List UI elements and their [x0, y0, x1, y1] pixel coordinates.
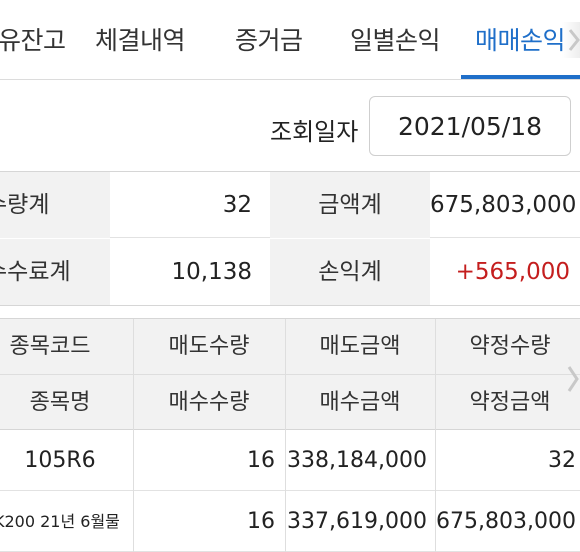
column-divider — [435, 430, 436, 491]
amount-total-value: 675,803,000 — [430, 192, 577, 218]
tab-trade-pnl[interactable]: 매매손익 — [475, 26, 566, 55]
cell-contract-qty: 32 — [548, 448, 576, 473]
tab-bar: 유잔고 체결내역 증거금 일별손익 매매손익 — [0, 0, 580, 80]
trade-pnl-table: 종목코드 매도수량 매도금액 약정수량 종목명 매수수량 매수금액 약정금액 1… — [0, 318, 580, 552]
header-item-code: 종목코드 — [9, 334, 91, 359]
date-picker-field[interactable]: 2021/05/18 — [369, 96, 571, 156]
qty-total-value: 32 — [222, 192, 252, 218]
date-query-row: 조회일자 2021/05/18 — [0, 80, 580, 172]
tab-daily-pnl[interactable]: 일별손익 — [350, 26, 441, 55]
column-divider — [435, 319, 436, 431]
table-scroll-right-icon[interactable] — [566, 359, 580, 399]
column-divider — [285, 430, 286, 491]
cell-sell-qty: 16 — [247, 448, 275, 473]
summary-panel: 수량계 32 금액계 675,803,000 수수료계 10,138 손익계 +… — [0, 172, 580, 306]
tab-executions[interactable]: 체결내역 — [95, 26, 186, 55]
cell-item-code: 105R6 — [24, 448, 96, 473]
column-divider — [133, 491, 134, 552]
tab-scroll-right-icon[interactable] — [562, 22, 580, 58]
header-row-divider — [0, 374, 580, 375]
column-divider — [133, 430, 134, 491]
header-contract-amount: 약정금액 — [469, 390, 551, 415]
table-row[interactable]: 105R6 16 338,184,000 32 — [0, 430, 580, 491]
amount-total-label: 금액계 — [270, 172, 430, 238]
tab-balance[interactable]: 유잔고 — [0, 26, 66, 55]
cell-sell-amount: 338,184,000 — [287, 448, 427, 473]
fee-total-value: 10,138 — [171, 259, 252, 285]
column-divider — [285, 319, 286, 431]
header-buy-amount: 매수금액 — [319, 390, 401, 415]
header-sell-qty: 매도수량 — [168, 334, 250, 359]
table-header: 종목코드 매도수량 매도금액 약정수량 종목명 매수수량 매수금액 약정금액 — [0, 318, 580, 431]
pnl-total-label: 손익계 — [270, 239, 430, 305]
cell-contract-amount: 675,803,000 — [436, 509, 576, 534]
header-sell-amount: 매도금액 — [319, 334, 401, 359]
fee-total-label: 수수료계 — [0, 239, 110, 305]
cell-buy-qty: 16 — [247, 509, 275, 534]
header-contract-qty: 약정수량 — [469, 334, 551, 359]
pnl-total-value: +565,000 — [455, 259, 570, 285]
header-item-name: 종목명 — [29, 390, 91, 415]
table-row[interactable]: K200 21년 6월물 16 337,619,000 675,803,000 — [0, 491, 580, 552]
tab-margin[interactable]: 증거금 — [235, 26, 303, 55]
column-divider — [285, 491, 286, 552]
cell-item-name: K200 21년 6월물 — [0, 512, 120, 531]
column-divider — [133, 319, 134, 431]
column-divider — [435, 491, 436, 552]
summary-row: 수량계 32 금액계 675,803,000 — [0, 172, 580, 238]
date-label: 조회일자 — [270, 118, 359, 146]
qty-total-label: 수량계 — [0, 172, 110, 238]
header-buy-qty: 매수수량 — [168, 390, 250, 415]
active-tab-indicator — [461, 75, 580, 79]
cell-buy-amount: 337,619,000 — [287, 509, 427, 534]
summary-row: 수수료계 10,138 손익계 +565,000 — [0, 239, 580, 305]
